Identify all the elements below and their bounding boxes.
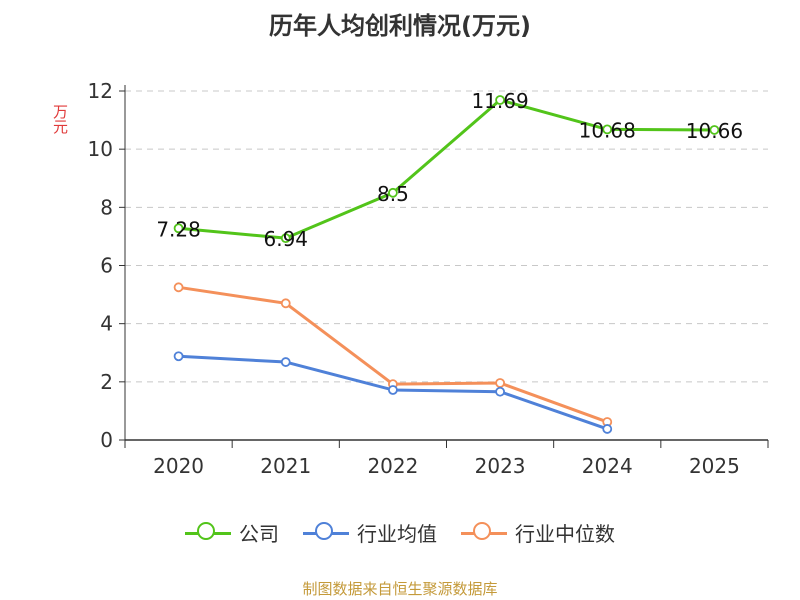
y-tick-label-12: 12	[88, 79, 113, 103]
legend-label-company: 公司	[239, 522, 279, 546]
series-0-point-2020	[173, 223, 184, 234]
series-0-point-2021	[280, 233, 291, 244]
y-tick-label-0: 0	[100, 428, 113, 452]
series-1-point-2021	[280, 357, 291, 367]
data-label-2024: 10.68	[579, 118, 636, 142]
series-1-point-2024	[602, 424, 613, 434]
legend-swatch-company	[185, 519, 231, 547]
x-tick-label-2023: 2023	[475, 454, 526, 478]
legend-swatch-industry-median	[461, 519, 507, 547]
x-tick-label-2024: 2024	[582, 454, 633, 478]
legend-swatch-industry-mean	[303, 519, 349, 547]
data-label-2025: 10.66	[686, 119, 743, 143]
series-line-2	[178, 285, 608, 424]
series-0-point-2025	[709, 125, 720, 135]
data-label-2022: 8.5	[377, 182, 409, 206]
legend-label-industry-median: 行业中位数	[515, 522, 615, 546]
series-1-point-2023	[495, 386, 505, 397]
series-2-point-2020	[173, 282, 184, 293]
series-0-point-2024	[602, 124, 613, 135]
legend-item-company[interactable]: 公司	[185, 518, 279, 547]
legend-item-industry-median[interactable]: 行业中位数	[461, 518, 615, 547]
data-label-2020: 7.28	[156, 217, 201, 241]
legend-item-industry-mean[interactable]: 行业均值	[303, 518, 437, 547]
series-1-point-2022	[388, 385, 398, 395]
data-label-2021: 6.94	[263, 227, 308, 251]
x-tick-label-2021: 2021	[260, 454, 311, 478]
series-0-point-2023	[495, 95, 505, 105]
series-1-point-2020	[173, 351, 184, 362]
y-tick-label-6: 6	[100, 254, 113, 278]
legend-label-industry-mean: 行业均值	[357, 522, 437, 546]
x-tick-label-2022: 2022	[367, 454, 418, 478]
line-chart: 0 2 4 6 8 10 12 2020 2021 2022 2023 2024 2025 7.28 6.9…	[88, 79, 769, 478]
y-axis-unit-label: 万元	[51, 104, 69, 134]
series-line-0	[178, 98, 715, 240]
data-label-2023: 11.69	[471, 89, 528, 113]
x-tick-label-2020: 2020	[153, 454, 204, 478]
chart-title: 历年人均创利情况(万元)	[269, 12, 531, 40]
series-2-point-2021	[280, 298, 291, 309]
x-tick-label-2025: 2025	[689, 454, 740, 478]
data-source-note: 制图数据来自恒生聚源数据库	[302, 580, 498, 598]
legend: 公司 行业均值 行业中位数	[0, 518, 800, 547]
y-tick-label-10: 10	[88, 137, 113, 161]
y-tick-label-4: 4	[100, 312, 113, 336]
series-2-point-2023	[495, 378, 505, 388]
y-tick-label-2: 2	[100, 370, 113, 394]
series-0-point-2022	[388, 187, 398, 198]
y-tick-label-8: 8	[100, 195, 113, 219]
